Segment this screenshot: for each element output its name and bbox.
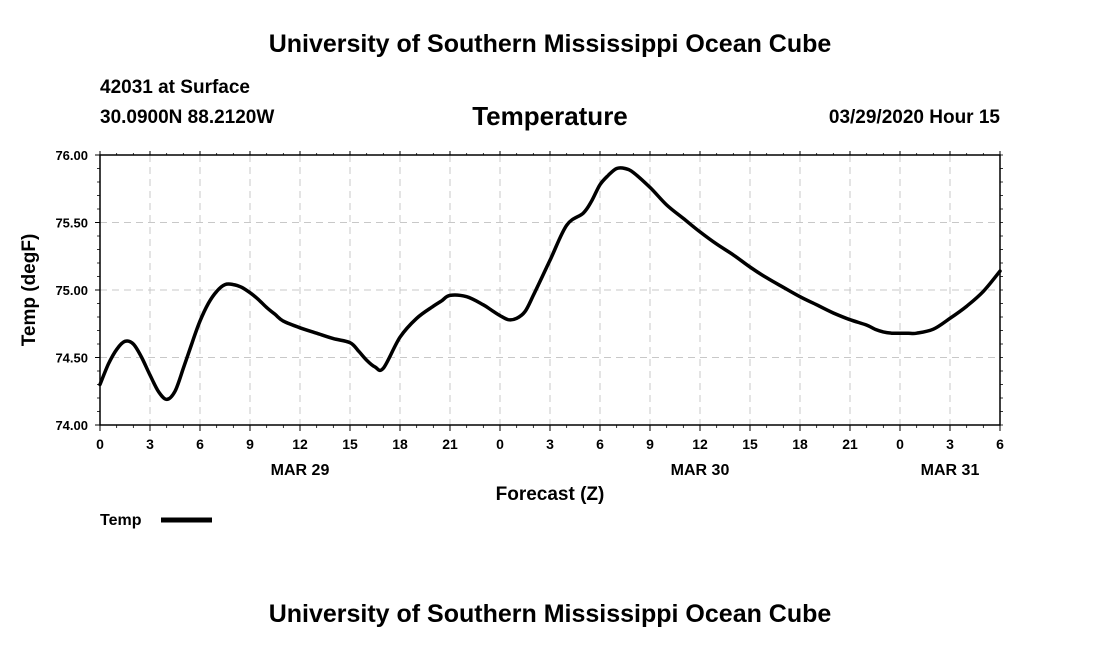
x-tick-label: 21 xyxy=(442,436,458,452)
station-label: 42031 at Surface xyxy=(100,77,250,98)
valid-time-label: 03/29/2020 Hour 15 xyxy=(828,107,1000,128)
temp-series-line xyxy=(98,166,1002,402)
y-tick-labels: 74.00 74.50 75.00 75.50 76.00 xyxy=(55,148,88,433)
bottom-title: University of Southern Mississippi Ocean… xyxy=(268,600,832,628)
x-tick-label: 12 xyxy=(692,436,708,452)
x-tick-label: 3 xyxy=(146,436,154,452)
x-tick-label: 18 xyxy=(392,436,408,452)
x-tick-label: 9 xyxy=(646,436,654,452)
gridlines xyxy=(100,155,1000,425)
x-tick-label: 0 xyxy=(896,436,904,452)
top-title: University of Southern Mississippi Ocean… xyxy=(268,30,832,58)
chart-title: Temperature xyxy=(472,101,628,131)
x-tick-label: 15 xyxy=(742,436,758,452)
y-tick-label: 75.50 xyxy=(55,216,88,231)
y-tick-label: 74.00 xyxy=(55,418,88,433)
series-layer xyxy=(98,166,1002,402)
y-tick-label: 75.00 xyxy=(55,283,88,298)
x-tick-label: 3 xyxy=(546,436,554,452)
plot-frame xyxy=(99,154,1001,426)
date-label: MAR 31 xyxy=(921,462,980,479)
legend-label: Temp xyxy=(100,512,142,529)
x-tick-label: 9 xyxy=(246,436,254,452)
x-tick-label: 6 xyxy=(596,436,604,452)
coordinates-label: 30.0900N 88.2120W xyxy=(100,107,275,128)
date-labels: MAR 29 MAR 30 MAR 31 xyxy=(271,462,980,479)
x-tick-label: 6 xyxy=(196,436,204,452)
x-tick-label: 12 xyxy=(292,436,308,452)
x-tick-label: 18 xyxy=(792,436,808,452)
legend: Temp xyxy=(100,512,212,529)
x-axis-label: Forecast (Z) xyxy=(496,484,605,505)
x-tick-label: 0 xyxy=(96,436,104,452)
axis-ticks xyxy=(95,151,1003,431)
y-tick-label: 74.50 xyxy=(55,351,88,366)
y-tick-label: 76.00 xyxy=(55,148,88,163)
x-tick-label: 3 xyxy=(946,436,954,452)
y-axis-label: Temp (degF) xyxy=(19,234,40,347)
x-tick-label: 15 xyxy=(342,436,358,452)
date-label: MAR 30 xyxy=(671,462,730,479)
x-tick-labels: 0 3 6 9 12 15 18 21 0 3 6 9 12 15 18 21 0 3 6 xyxy=(96,436,1004,452)
x-tick-label: 0 xyxy=(496,436,504,452)
date-label: MAR 29 xyxy=(271,462,330,479)
x-tick-label: 21 xyxy=(842,436,858,452)
x-tick-label: 6 xyxy=(996,436,1004,452)
